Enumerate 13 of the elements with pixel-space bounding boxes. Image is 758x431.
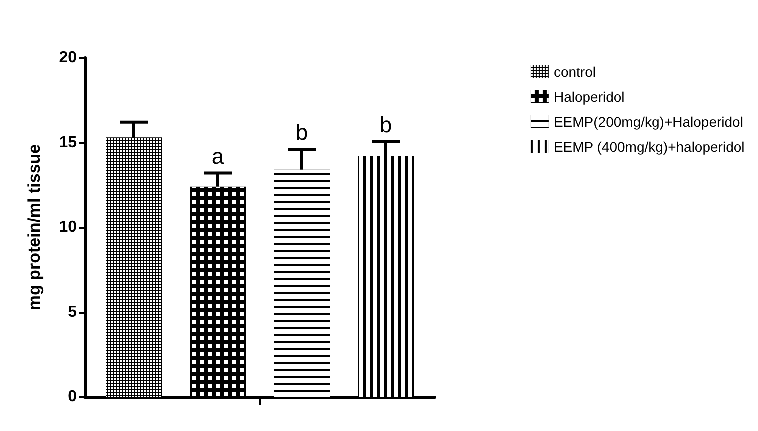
data-label: b xyxy=(380,112,392,138)
y-tick-label: 5 xyxy=(68,304,78,321)
legend-label: Haloperidol xyxy=(554,89,625,105)
legend-label: EEMP(200mg/kg)+Haloperidol xyxy=(554,114,744,130)
y-tick-label: 10 xyxy=(59,219,78,236)
y-axis-title: mg protein/ml tissue xyxy=(25,144,44,311)
data-label: a xyxy=(212,144,225,169)
data-label: b xyxy=(296,120,308,146)
legend-label: control xyxy=(554,64,596,80)
legend-label: EEMP (400mg/kg)+haloperidol xyxy=(554,139,745,155)
y-tick-label: 15 xyxy=(59,134,78,152)
y-tick-label: 0 xyxy=(68,388,78,406)
y-tick-label: 20 xyxy=(59,50,78,66)
